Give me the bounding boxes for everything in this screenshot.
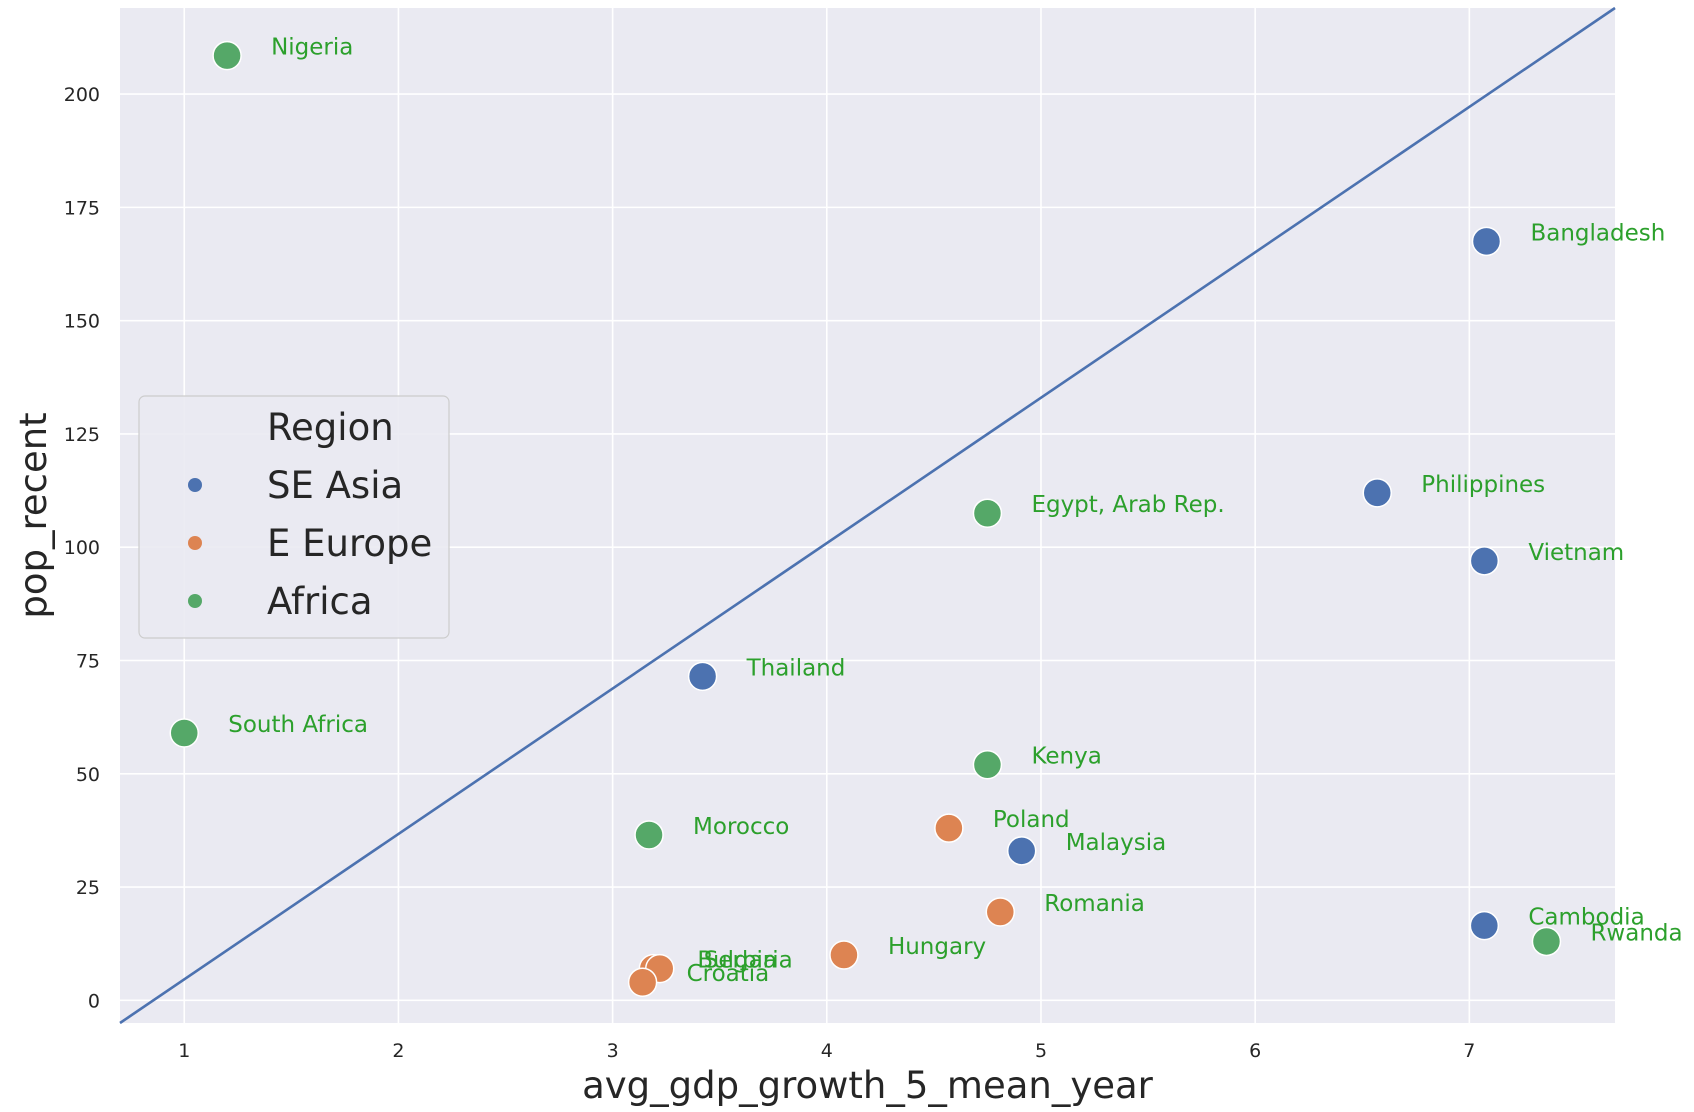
data-point xyxy=(1006,836,1037,866)
data-point xyxy=(1471,226,1502,257)
legend-box xyxy=(138,395,450,639)
point-labels: Nigeria South Africa Egypt, Arab Rep. Kenya… xyxy=(228,35,1682,988)
data-point xyxy=(972,498,1003,528)
x-tick-label: 4 xyxy=(821,1040,833,1062)
point-label: Egypt, Arab Rep. xyxy=(1031,492,1224,518)
data-point xyxy=(627,967,658,997)
data-point xyxy=(634,820,664,850)
data-points xyxy=(169,40,1562,997)
x-tick-label: 6 xyxy=(1249,1040,1261,1062)
point-label: Bulgaria xyxy=(697,948,792,974)
point-label: Malaysia xyxy=(1066,830,1167,856)
point-label: Rwanda xyxy=(1590,920,1682,946)
y-tick-label: 50 xyxy=(76,764,100,786)
y-tick-label: 25 xyxy=(76,877,100,899)
point-label: Philippines xyxy=(1421,472,1545,498)
data-point xyxy=(212,40,242,71)
x-tick-label: 3 xyxy=(607,1040,619,1062)
data-point xyxy=(934,813,964,843)
data-point xyxy=(985,897,1016,927)
y-tick-label: 0 xyxy=(88,990,100,1012)
legend-entry-label: SE Asia xyxy=(267,464,403,507)
y-tick-label: 125 xyxy=(64,424,100,446)
point-label: Bangladesh xyxy=(1530,220,1665,246)
point-label: Croatia xyxy=(687,961,770,987)
legend-title: Region xyxy=(267,406,394,449)
y-tick-label: 75 xyxy=(76,651,100,673)
legend-entry-label: Africa xyxy=(267,580,373,623)
point-label: South Africa xyxy=(228,712,368,738)
data-point xyxy=(829,940,859,970)
x-axis-label: avg_gdp_growth_5_mean_year xyxy=(582,1064,1154,1107)
reference-line xyxy=(119,6,1616,1025)
point-label: Poland xyxy=(993,807,1070,833)
point-label: Kenya xyxy=(1031,744,1101,770)
x-tick-label: 2 xyxy=(392,1040,404,1062)
grid-lines xyxy=(120,8,1615,1023)
legend-marker xyxy=(188,536,202,550)
data-point xyxy=(169,718,200,748)
legend-marker xyxy=(188,478,202,492)
data-point xyxy=(1469,910,1500,941)
point-label: Thailand xyxy=(746,655,846,681)
y-tick-labels: 0 25 50 75 100 125 150 175 200 xyxy=(64,84,100,1012)
data-point xyxy=(972,749,1003,780)
x-tick-labels: 1 2 3 4 5 6 7 xyxy=(178,1040,1475,1062)
point-label: Romania xyxy=(1044,891,1145,917)
y-tick-label: 100 xyxy=(64,537,100,559)
data-point xyxy=(687,661,718,692)
y-tick-label: 200 xyxy=(64,84,100,106)
point-label: Hungary xyxy=(888,934,986,960)
point-label: Vietnam xyxy=(1528,540,1624,566)
x-tick-label: 1 xyxy=(178,1040,190,1062)
legend-marker xyxy=(188,594,202,608)
legend: Region SE Asia E Europe Africa xyxy=(138,395,450,639)
y-tick-label: 150 xyxy=(64,311,100,333)
point-label: Nigeria xyxy=(271,35,353,61)
data-point xyxy=(1531,926,1562,957)
y-axis-label: pop_recent xyxy=(12,412,55,618)
legend-entry-label: E Europe xyxy=(267,522,432,565)
x-tick-label: 5 xyxy=(1035,1040,1047,1062)
data-point xyxy=(1362,478,1393,508)
point-label: Morocco xyxy=(693,814,789,840)
point-label: Cambodia xyxy=(1528,905,1644,931)
y-tick-label: 175 xyxy=(64,197,100,219)
point-label: Serbia xyxy=(704,948,777,974)
data-point xyxy=(1469,546,1500,576)
x-tick-label: 7 xyxy=(1463,1040,1475,1062)
